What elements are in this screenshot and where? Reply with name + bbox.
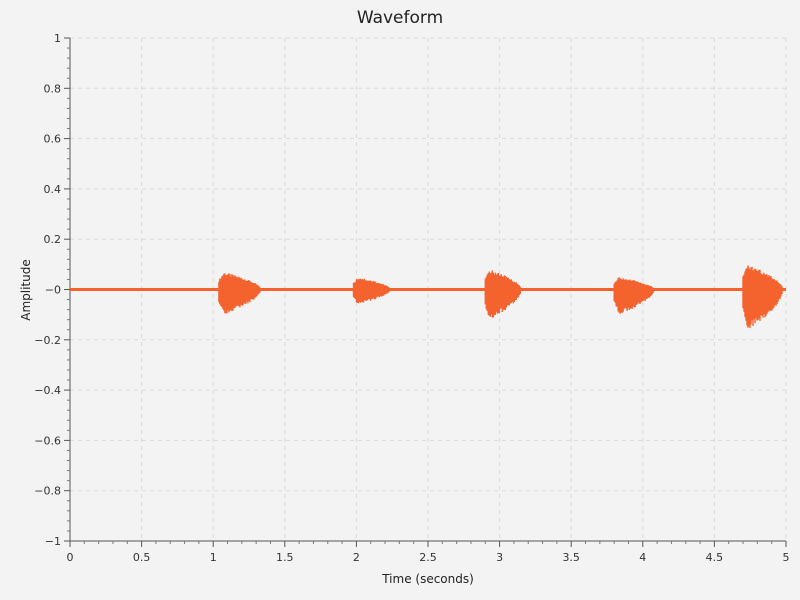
- axis-layer: 0 0.5 1 1.5 2 2.5 3 3.5 4 4.5 5 −1 −0.8 −0.6 −0.4 −0.2 −…: [34, 32, 789, 564]
- y-axis-label: Amplitude: [19, 259, 33, 321]
- y-tick-label: 0.4: [44, 183, 62, 196]
- chart-title: Waveform: [357, 8, 443, 28]
- x-tick-label: 2: [353, 551, 360, 564]
- waveform-burst-stroke: [742, 265, 783, 329]
- y-tick-label: 0.2: [44, 233, 62, 246]
- x-tick-label: 5: [783, 551, 790, 564]
- waveform-burst-stroke: [352, 278, 391, 304]
- waveform-burst-stroke: [484, 270, 521, 318]
- y-tick-label: −0.4: [34, 384, 61, 397]
- data-layer: [70, 265, 786, 329]
- y-tick-label: −0: [45, 284, 61, 297]
- x-axis-label: Time (seconds): [381, 572, 474, 586]
- x-tick-label: 2.5: [419, 551, 437, 564]
- x-tick-label: 1: [210, 551, 217, 564]
- waveform-burst: [352, 278, 391, 304]
- waveform-burst: [218, 273, 261, 314]
- x-tick-label: 0: [67, 551, 74, 564]
- waveform-burst-stroke: [218, 273, 261, 314]
- y-tick-label: 0.8: [44, 82, 62, 95]
- x-tick-label: 4.5: [706, 551, 724, 564]
- y-tick-label: −0.6: [34, 434, 61, 447]
- y-tick-label: 1: [54, 32, 61, 45]
- x-tick-label: 0.5: [133, 551, 151, 564]
- waveform-burst: [613, 277, 654, 314]
- waveform-burst-stroke: [613, 277, 654, 314]
- x-tick-label: 3: [496, 551, 503, 564]
- y-tick-label: −1: [45, 535, 61, 548]
- y-tick-label: −0.8: [34, 485, 61, 498]
- waveform-burst: [484, 270, 521, 318]
- y-tick-label: −0.2: [34, 334, 61, 347]
- waveform-burst: [742, 265, 783, 329]
- x-tick-label: 4: [639, 551, 646, 564]
- x-tick-label: 3.5: [562, 551, 580, 564]
- x-tick-label: 1.5: [276, 551, 294, 564]
- y-tick-label: 0.6: [44, 133, 62, 146]
